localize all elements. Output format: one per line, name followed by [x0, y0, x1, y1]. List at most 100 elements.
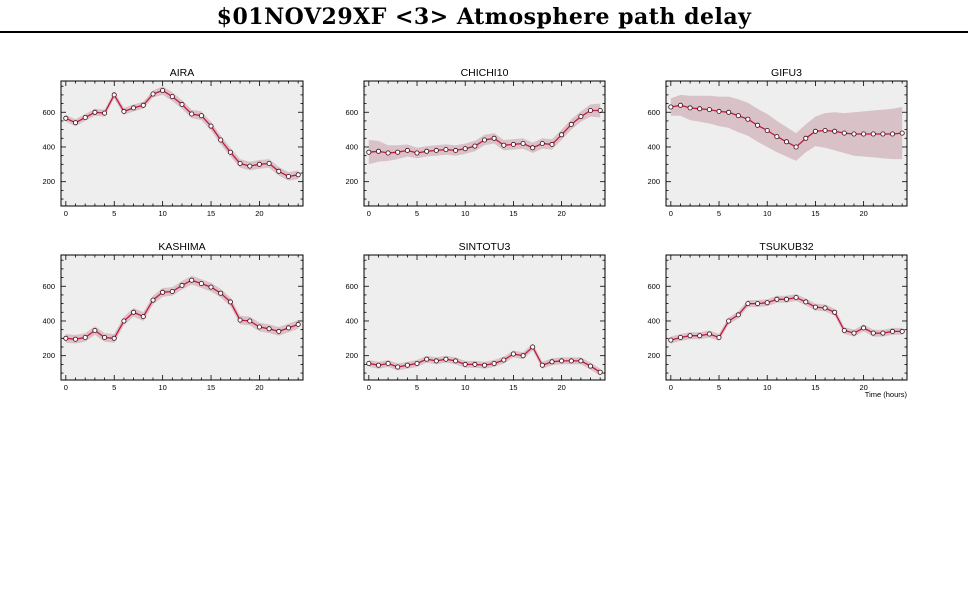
data-point [501, 142, 507, 148]
x-tick-label: 20 [557, 383, 565, 392]
data-point [169, 94, 175, 100]
x-tick-label: 15 [811, 383, 819, 392]
data-point [285, 325, 291, 331]
data-point [793, 144, 799, 150]
plot-area [666, 255, 907, 380]
data-point [870, 131, 876, 137]
data-point [549, 141, 555, 147]
data-point [668, 337, 674, 343]
data-point [822, 305, 828, 311]
data-point [899, 328, 905, 334]
data-point [433, 147, 439, 153]
x-tick-label: 15 [811, 209, 819, 218]
y-tick-label: 400 [345, 142, 358, 151]
y-tick-label: 600 [647, 108, 660, 117]
data-point [395, 364, 401, 370]
chart-panel: 0 5 10 15 20 200 400 600 GIFU3 [647, 67, 908, 218]
data-point [764, 127, 770, 133]
plot-area [61, 255, 303, 380]
data-point [227, 149, 233, 155]
x-tick-label: 20 [859, 209, 867, 218]
data-point [169, 288, 175, 294]
data-point [812, 304, 818, 310]
data-point [395, 149, 401, 155]
x-axis-label: Time (hours) [865, 390, 908, 399]
data-point [150, 91, 156, 97]
y-tick-label: 200 [345, 351, 358, 360]
y-tick-label: 200 [42, 177, 55, 186]
data-point [256, 324, 262, 330]
data-point [832, 128, 838, 134]
data-point [861, 325, 867, 331]
data-point [568, 358, 574, 364]
x-tick-label: 20 [255, 383, 263, 392]
data-point [880, 131, 886, 137]
data-point [63, 335, 69, 341]
panel-title: AIRA [170, 67, 195, 79]
x-tick-label: 10 [158, 209, 166, 218]
data-point [366, 149, 372, 155]
data-point [803, 299, 809, 305]
data-point [121, 108, 127, 114]
data-point [687, 105, 693, 111]
data-point [678, 102, 684, 108]
data-point [774, 296, 780, 302]
data-point [295, 321, 301, 327]
error-band [65, 275, 299, 344]
data-point [539, 362, 545, 368]
data-point [414, 150, 420, 156]
plot-area [61, 81, 303, 206]
data-point [111, 92, 117, 98]
data-point [530, 145, 536, 151]
data-point [520, 140, 526, 146]
data-point [189, 111, 195, 117]
data-point [726, 318, 732, 324]
data-point [82, 334, 88, 340]
data-point [256, 161, 262, 167]
data-point [179, 101, 185, 107]
data-point [793, 294, 799, 300]
x-tick-label: 20 [859, 383, 867, 392]
x-tick-label: 0 [64, 383, 68, 392]
x-tick-label: 15 [207, 383, 215, 392]
data-point [276, 328, 282, 334]
y-tick-label: 200 [345, 177, 358, 186]
x-tick-label: 5 [415, 383, 419, 392]
x-tick-label: 0 [64, 209, 68, 218]
panel-title: SINTOTU3 [459, 241, 511, 253]
data-point [375, 362, 381, 368]
data-point [453, 358, 459, 364]
y-tick-label: 400 [345, 316, 358, 325]
data-point [491, 360, 497, 366]
data-point [697, 106, 703, 112]
y-tick-label: 400 [42, 142, 55, 151]
data-point [208, 123, 214, 129]
x-tick-label: 10 [763, 209, 771, 218]
data-point [111, 335, 117, 341]
data-point [481, 362, 487, 368]
data-point [880, 330, 886, 336]
x-tick-label: 0 [367, 383, 371, 392]
data-point [784, 139, 790, 145]
data-point [453, 147, 459, 153]
data-point [678, 334, 684, 340]
data-point [198, 281, 204, 287]
data-point [247, 163, 253, 169]
data-point [726, 109, 732, 115]
chart-panel: 0 5 10 15 20 200 400 600 SINTOTU3 [345, 241, 606, 392]
data-point [870, 330, 876, 336]
data-point [82, 115, 88, 121]
data-point [899, 130, 905, 136]
chart-panel: 0 5 10 15 20 200 400 600 AIRA [42, 67, 304, 218]
data-point [160, 88, 166, 94]
data-point [510, 351, 516, 357]
x-tick-label: 10 [158, 383, 166, 392]
y-tick-label: 600 [345, 108, 358, 117]
data-point [63, 115, 69, 121]
data-point [549, 359, 555, 365]
x-tick-label: 0 [367, 209, 371, 218]
panel-title: CHICHI10 [461, 67, 509, 79]
data-point [92, 327, 98, 333]
data-point [716, 108, 722, 114]
